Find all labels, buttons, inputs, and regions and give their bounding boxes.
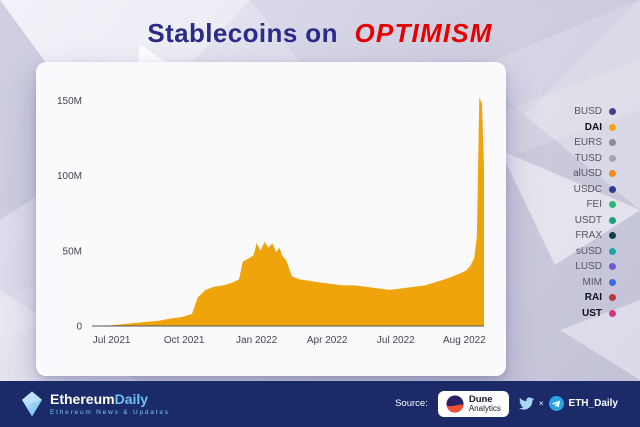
social-links: × ETH_Daily	[518, 396, 618, 412]
legend-item-fei[interactable]: FEI	[573, 197, 616, 213]
x-tick-label: Oct 2021	[164, 335, 205, 346]
title-brand-optimism: OPTIMISM	[354, 18, 493, 48]
dune-text: Dune Analytics	[468, 393, 501, 413]
area-series-dai	[92, 97, 484, 326]
legend-label: DAI	[584, 121, 602, 133]
prism-logo-icon	[22, 391, 42, 417]
ethereum-daily-brand: EthereumDaily Ethereum News & Updates	[22, 391, 170, 417]
legend-dot	[609, 216, 616, 224]
y-tick-label: 150M	[57, 96, 82, 107]
footer-bar: EthereumDaily Ethereum News & Updates So…	[0, 381, 640, 427]
legend-label: sUSD	[575, 245, 602, 257]
y-tick-label: 0	[76, 322, 82, 333]
telegram-icon[interactable]	[548, 396, 564, 412]
legend-item-dai[interactable]: DAI	[573, 120, 616, 136]
chart-card: 150M 100M 50M 0 Jul 2021 Oct 2021 Jan 2022 Apr …	[36, 62, 506, 376]
page-title: Stablecoins on OPTIMISM	[0, 18, 640, 49]
separator-x: ×	[538, 399, 544, 409]
legend-dot	[609, 232, 616, 240]
legend-item-ust[interactable]: UST	[573, 306, 616, 322]
legend-dot	[609, 154, 616, 162]
brand-text: EthereumDaily Ethereum News & Updates	[50, 390, 170, 417]
x-tick-label: Apr 2022	[307, 335, 348, 346]
source-label: Source:	[395, 398, 428, 410]
legend-dot	[609, 309, 616, 317]
y-tick-label: 100M	[57, 171, 82, 182]
legend-item-rai[interactable]: RAI	[573, 290, 616, 306]
legend-item-usdc[interactable]: USDC	[573, 182, 616, 198]
legend-label: RAI	[584, 292, 602, 304]
legend-label: BUSD	[574, 106, 602, 118]
legend-item-usdt[interactable]: USDT	[573, 213, 616, 229]
x-tick-label: Aug 2022	[443, 335, 486, 346]
x-tick-label: Jul 2022	[377, 335, 415, 346]
legend-label: alUSD	[573, 168, 602, 180]
legend-dot	[609, 139, 616, 147]
legend-item-tusd[interactable]: TUSD	[573, 151, 616, 167]
legend-dot	[609, 201, 616, 209]
dune-analytics-badge[interactable]: Dune Analytics	[437, 390, 509, 418]
y-tick-label: 50M	[63, 246, 82, 257]
legend-label: FEI	[586, 199, 602, 211]
dune-name: Dune	[468, 393, 493, 405]
legend-dot	[609, 263, 616, 271]
legend-label: USDC	[573, 183, 602, 195]
brand-tagline: Ethereum News & Updates	[50, 409, 170, 417]
legend-label: LUSD	[575, 261, 602, 273]
social-handle[interactable]: ETH_Daily	[568, 398, 618, 410]
x-tick-label: Jul 2021	[93, 335, 131, 346]
dune-logo-icon	[446, 395, 464, 413]
legend-dot	[609, 294, 616, 302]
legend-label: UST	[582, 307, 602, 319]
legend-label: TUSD	[574, 152, 602, 164]
footer-right: Source: Dune Analytics × ETH_Daily	[395, 390, 618, 418]
legend-dot	[609, 123, 616, 131]
twitter-icon[interactable]	[518, 397, 534, 411]
legend-dot	[609, 185, 616, 193]
title-text: Stablecoins on	[147, 18, 338, 48]
legend-dot	[609, 278, 616, 286]
legend-dot	[609, 108, 616, 116]
legend-item-mim[interactable]: MIM	[573, 275, 616, 291]
legend-dot	[609, 170, 616, 178]
brand-name: EthereumDaily	[50, 390, 170, 407]
legend-item-eurs[interactable]: EURS	[573, 135, 616, 151]
legend-label: MIM	[582, 276, 602, 288]
legend-item-lusd[interactable]: LUSD	[573, 259, 616, 275]
legend-item-susd[interactable]: sUSD	[573, 244, 616, 260]
legend-item-frax[interactable]: FRAX	[573, 228, 616, 244]
legend-label: USDT	[574, 214, 602, 226]
legend-item-alusd[interactable]: alUSD	[573, 166, 616, 182]
chart-legend: BUSD DAI EURS TUSD alUSD USDC FEI USDT FRAX sUSD L…	[573, 104, 616, 321]
brand-part-daily: Daily	[114, 390, 149, 407]
x-tick-label: Jan 2022	[236, 335, 278, 346]
dune-analytics: Analytics	[468, 403, 501, 413]
legend-item-busd[interactable]: BUSD	[573, 104, 616, 120]
legend-dot	[609, 247, 616, 255]
stablecoins-area-chart: 150M 100M 50M 0 Jul 2021 Oct 2021 Jan 2022 Apr …	[57, 96, 486, 346]
legend-label: FRAX	[575, 230, 602, 242]
brand-part-ethereum: Ethereum	[50, 390, 115, 407]
legend-label: EURS	[574, 137, 602, 149]
